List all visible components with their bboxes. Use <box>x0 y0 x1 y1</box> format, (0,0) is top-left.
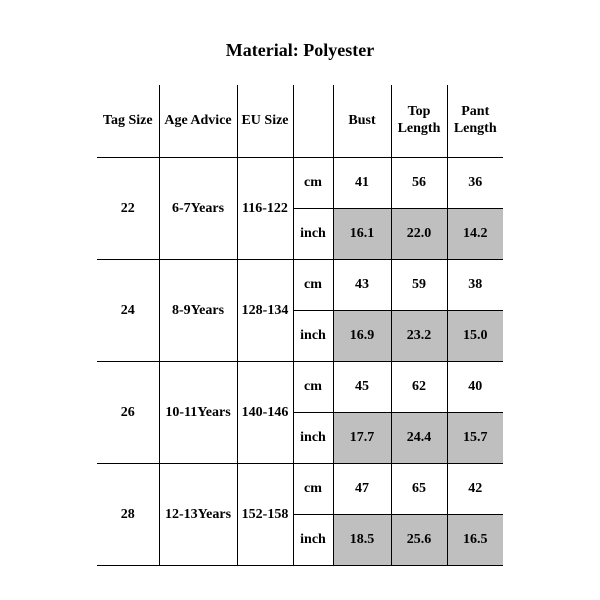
cell-unit-inch: inch <box>293 515 333 566</box>
cell-age-advice: 8-9Years <box>159 260 237 362</box>
cell-unit-inch: inch <box>293 209 333 260</box>
cell-top-len: 62 <box>391 362 447 413</box>
page: Material: Polyester Tag Size Age Advice … <box>0 0 600 600</box>
cell-unit-cm: cm <box>293 362 333 413</box>
table-header-row: Tag Size Age Advice EU Size Bust Top Len… <box>97 85 503 158</box>
cell-pant-len: 15.0 <box>447 311 503 362</box>
cell-top-len: 56 <box>391 158 447 209</box>
col-pant-length-label: Pant Length <box>454 104 497 136</box>
cell-age-advice: 10-11Years <box>159 362 237 464</box>
cell-bust: 17.7 <box>333 413 391 464</box>
cell-pant-len: 42 <box>447 464 503 515</box>
cell-bust: 45 <box>333 362 391 413</box>
table-row: 26 10-11Years 140-146 cm 45 62 40 <box>97 362 503 413</box>
size-table: Tag Size Age Advice EU Size Bust Top Len… <box>97 85 503 566</box>
cell-top-len: 25.6 <box>391 515 447 566</box>
col-top-length-label: Top Length <box>398 104 441 136</box>
cell-bust: 18.5 <box>333 515 391 566</box>
cell-pant-len: 15.7 <box>447 413 503 464</box>
cell-tag-size: 28 <box>97 464 159 566</box>
col-top-length: Top Length <box>391 85 447 158</box>
cell-tag-size: 26 <box>97 362 159 464</box>
cell-bust: 16.1 <box>333 209 391 260</box>
cell-pant-len: 40 <box>447 362 503 413</box>
cell-eu-size: 152-158 <box>237 464 293 566</box>
cell-bust: 16.9 <box>333 311 391 362</box>
cell-bust: 47 <box>333 464 391 515</box>
cell-tag-size: 24 <box>97 260 159 362</box>
cell-unit-inch: inch <box>293 413 333 464</box>
cell-top-len: 65 <box>391 464 447 515</box>
cell-unit-cm: cm <box>293 158 333 209</box>
cell-pant-len: 16.5 <box>447 515 503 566</box>
cell-top-len: 22.0 <box>391 209 447 260</box>
table-row: 28 12-13Years 152-158 cm 47 65 42 <box>97 464 503 515</box>
cell-age-advice: 6-7Years <box>159 158 237 260</box>
cell-unit-cm: cm <box>293 260 333 311</box>
page-title: Material: Polyester <box>0 0 600 85</box>
cell-top-len: 23.2 <box>391 311 447 362</box>
cell-unit-cm: cm <box>293 464 333 515</box>
cell-top-len: 59 <box>391 260 447 311</box>
cell-pant-len: 36 <box>447 158 503 209</box>
col-bust: Bust <box>333 85 391 158</box>
cell-eu-size: 140-146 <box>237 362 293 464</box>
col-tag-size: Tag Size <box>97 85 159 158</box>
col-unit <box>293 85 333 158</box>
cell-pant-len: 14.2 <box>447 209 503 260</box>
col-eu-size: EU Size <box>237 85 293 158</box>
col-pant-length: Pant Length <box>447 85 503 158</box>
table-row: 22 6-7Years 116-122 cm 41 56 36 <box>97 158 503 209</box>
cell-eu-size: 116-122 <box>237 158 293 260</box>
cell-pant-len: 38 <box>447 260 503 311</box>
cell-unit-inch: inch <box>293 311 333 362</box>
cell-tag-size: 22 <box>97 158 159 260</box>
cell-eu-size: 128-134 <box>237 260 293 362</box>
cell-top-len: 24.4 <box>391 413 447 464</box>
cell-age-advice: 12-13Years <box>159 464 237 566</box>
table-row: 24 8-9Years 128-134 cm 43 59 38 <box>97 260 503 311</box>
cell-bust: 43 <box>333 260 391 311</box>
col-age-advice: Age Advice <box>159 85 237 158</box>
cell-bust: 41 <box>333 158 391 209</box>
